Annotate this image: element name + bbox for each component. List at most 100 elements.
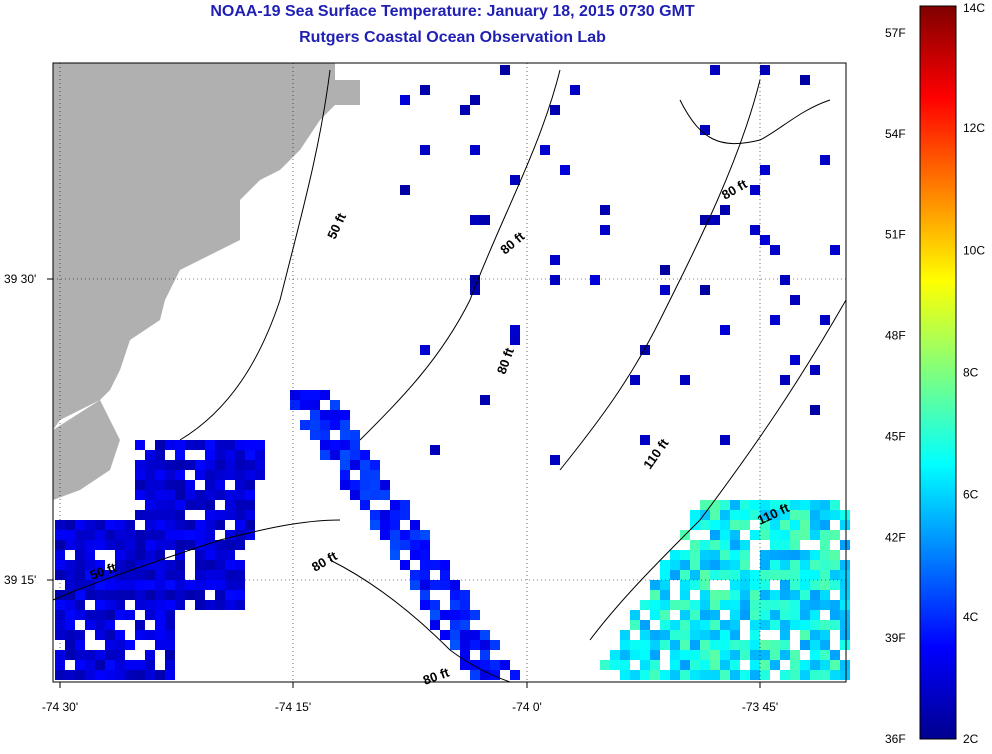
sst-cell	[790, 620, 800, 630]
sst-cell	[65, 620, 75, 630]
colorbar-fahrenheit-label: 51F	[885, 228, 906, 242]
sst-cell	[125, 570, 135, 580]
sst-cell	[235, 540, 245, 550]
sst-cell	[245, 490, 255, 500]
sst-cell	[95, 650, 105, 660]
sst-cell	[810, 560, 820, 570]
sst-cell	[760, 610, 770, 620]
sst-cell	[750, 590, 760, 600]
sst-cell	[780, 620, 790, 630]
sst-cell	[680, 580, 690, 590]
sst-cell	[670, 640, 680, 650]
sst-cell	[370, 480, 380, 490]
sst-cell	[65, 580, 75, 590]
sst-cell	[830, 600, 840, 610]
sst-cell	[350, 430, 360, 440]
sst-cell	[820, 640, 830, 650]
sst-cell	[215, 450, 225, 460]
sst-cell	[420, 540, 430, 550]
sst-cell	[75, 580, 85, 590]
sst-cell	[105, 520, 115, 530]
sst-cell	[680, 570, 690, 580]
sst-cell	[720, 600, 730, 610]
sst-cell	[770, 650, 780, 660]
sst-cell	[175, 480, 185, 490]
sst-cell	[630, 670, 640, 680]
sst-cell	[55, 660, 65, 670]
sst-cell	[255, 470, 265, 480]
sst-cell	[450, 590, 460, 600]
sst-cell	[780, 530, 790, 540]
sst-cell	[820, 580, 830, 590]
sst-cell	[175, 520, 185, 530]
sst-cell	[690, 580, 700, 590]
sst-cell	[760, 640, 770, 650]
sst-cell	[760, 530, 770, 540]
sst-cell	[340, 460, 350, 470]
sst-cell	[155, 620, 165, 630]
sst-cell	[820, 600, 830, 610]
sst-cell	[750, 500, 760, 510]
sst-cell	[500, 660, 510, 670]
sst-cell	[690, 510, 700, 520]
sst-cell	[770, 610, 780, 620]
sst-cell	[630, 650, 640, 660]
sst-cell	[690, 570, 700, 580]
sst-cell	[105, 650, 115, 660]
sst-cell	[155, 560, 165, 570]
sst-cell	[135, 530, 145, 540]
sst-cell	[85, 620, 95, 630]
sst-cell	[810, 660, 820, 670]
sst-cell	[95, 540, 105, 550]
sst-cell	[760, 570, 770, 580]
sst-cell	[175, 550, 185, 560]
sst-cell	[105, 660, 115, 670]
sst-cell	[125, 660, 135, 670]
sst-cell	[830, 500, 840, 510]
sst-cell	[720, 640, 730, 650]
sst-cell	[145, 530, 155, 540]
sst-cell	[215, 490, 225, 500]
sst-cell	[720, 325, 730, 335]
colorbar-fahrenheit-label: 36F	[885, 732, 906, 746]
sst-cell	[780, 375, 790, 385]
sst-cell	[810, 670, 820, 680]
colorbar-fahrenheit-label: 57F	[885, 26, 906, 40]
sst-cell	[720, 205, 730, 215]
sst-cell	[780, 510, 790, 520]
sst-cell	[840, 510, 850, 520]
sst-cell	[75, 520, 85, 530]
sst-cell	[145, 450, 155, 460]
sst-cell	[135, 480, 145, 490]
sst-cell	[105, 670, 115, 680]
sst-cell	[225, 440, 235, 450]
sst-cell	[830, 660, 840, 670]
sst-cell	[225, 510, 235, 520]
sst-cell	[165, 490, 175, 500]
sst-cell	[710, 590, 720, 600]
colorbar-celsius-label: 6C	[963, 488, 979, 502]
sst-cell	[330, 420, 340, 430]
sst-cell	[590, 275, 600, 285]
sst-cell	[105, 580, 115, 590]
sst-cell	[350, 440, 360, 450]
sst-cell	[810, 405, 820, 415]
sst-cell	[155, 510, 165, 520]
sst-cell	[185, 520, 195, 530]
sst-cell	[245, 500, 255, 510]
sst-cell	[75, 640, 85, 650]
sst-cell	[460, 600, 470, 610]
sst-cell	[135, 490, 145, 500]
sst-cell	[115, 650, 125, 660]
sst-cell	[145, 550, 155, 560]
sst-cell	[660, 560, 670, 570]
sst-cell	[830, 245, 840, 255]
sst-cell	[830, 610, 840, 620]
sst-cell	[195, 470, 205, 480]
sst-cell	[95, 570, 105, 580]
sst-cell	[790, 590, 800, 600]
sst-cell	[720, 510, 730, 520]
sst-cell	[650, 670, 660, 680]
sst-cell	[760, 65, 770, 75]
sst-cell	[740, 650, 750, 660]
